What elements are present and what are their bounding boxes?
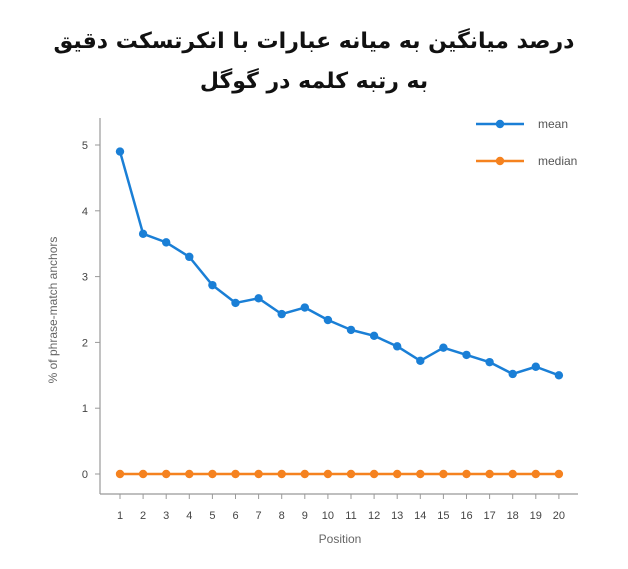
data-point-median xyxy=(416,469,425,479)
data-point-median xyxy=(185,469,194,479)
chart-title: درصد میانگین به میانه عبارات با انکرتسکت… xyxy=(0,22,628,102)
x-tick-label: 17 xyxy=(483,510,495,522)
y-tick-label: 2 xyxy=(82,337,88,349)
data-point-median xyxy=(138,469,148,479)
data-point-mean xyxy=(439,343,448,352)
chart-title-line-2: به رتبه کلمه در گوگل xyxy=(199,69,429,94)
y-tick-label: 5 xyxy=(82,140,88,152)
data-point-mean xyxy=(300,303,309,312)
data-point-mean xyxy=(369,331,379,341)
series-median xyxy=(115,469,564,479)
data-point-mean xyxy=(277,309,286,319)
data-point-median xyxy=(277,469,286,479)
data-point-median xyxy=(369,469,379,479)
chart-title-line-1: درصد میانگین به میانه عبارات با انکرتسکت… xyxy=(53,29,575,54)
data-point-mean xyxy=(162,238,171,247)
data-point-median xyxy=(162,469,171,479)
legend: mean median xyxy=(476,117,577,168)
data-point-median xyxy=(115,469,125,479)
x-tick-label: 6 xyxy=(232,510,238,522)
y-axis-title: % of phrase-match anchors xyxy=(46,237,60,384)
data-point-mean xyxy=(115,147,125,156)
x-axis-title: Position xyxy=(319,532,362,546)
x-tick-label: 2 xyxy=(140,510,146,522)
x-tick-label: 12 xyxy=(368,510,380,522)
data-point-mean xyxy=(508,369,517,379)
y-tick-label: 1 xyxy=(82,403,88,415)
x-tick-label: 5 xyxy=(209,510,215,522)
data-point-mean xyxy=(138,229,148,239)
data-point-mean xyxy=(323,315,333,325)
data-point-mean xyxy=(393,342,402,351)
series-mean xyxy=(115,147,564,380)
data-point-mean xyxy=(416,356,425,366)
data-point-median xyxy=(485,469,494,479)
data-point-median xyxy=(231,469,240,479)
y-tick-label: 0 xyxy=(82,469,88,481)
data-point-mean xyxy=(531,362,540,371)
data-point-mean xyxy=(346,325,356,335)
chart-axes xyxy=(99,118,578,495)
data-point-median xyxy=(393,469,402,479)
data-point-mean xyxy=(462,350,471,360)
y-tick-label: 4 xyxy=(82,206,88,218)
data-point-median xyxy=(462,469,471,479)
legend-label-mean: mean xyxy=(538,117,568,131)
x-tick-label: 15 xyxy=(437,510,449,522)
series-layer xyxy=(115,147,564,479)
x-tick-label: 10 xyxy=(322,510,334,522)
data-point-mean xyxy=(185,252,194,262)
data-point-median xyxy=(531,469,540,479)
y-tick-label: 3 xyxy=(82,272,88,284)
legend-marker-mean xyxy=(495,119,505,129)
data-point-median xyxy=(508,469,517,479)
data-point-median xyxy=(254,469,263,479)
x-tick-label: 3 xyxy=(163,510,169,522)
x-tick-label: 20 xyxy=(553,510,565,522)
x-tick-label: 9 xyxy=(302,510,308,522)
data-point-mean xyxy=(485,357,494,367)
x-tick-label: 8 xyxy=(279,510,285,522)
x-axis-ticks: 1 2 3 4 5 6 7 8 9 10 11 12 13 14 15 16 17 18 19 20 xyxy=(117,494,565,522)
data-point-mean xyxy=(254,294,263,303)
x-tick-label: 13 xyxy=(391,510,403,522)
x-tick-label: 18 xyxy=(507,510,519,522)
x-tick-label: 14 xyxy=(414,510,426,522)
x-tick-label: 11 xyxy=(345,510,356,522)
x-tick-label: 4 xyxy=(186,510,192,522)
x-tick-label: 16 xyxy=(460,510,472,522)
data-point-mean xyxy=(231,298,240,308)
data-point-mean xyxy=(554,371,564,380)
x-tick-label: 19 xyxy=(530,510,542,522)
x-tick-label: 1 xyxy=(117,510,123,522)
y-axis-ticks: 0 1 2 3 4 5 xyxy=(82,140,100,481)
data-point-median xyxy=(439,469,448,479)
data-point-median xyxy=(323,469,333,479)
data-point-median xyxy=(554,469,564,479)
x-tick-label: 7 xyxy=(256,510,262,522)
data-point-median xyxy=(208,469,217,479)
data-point-median xyxy=(346,469,356,479)
data-point-mean xyxy=(208,280,217,290)
legend-marker-median xyxy=(495,156,505,166)
legend-label-median: median xyxy=(538,154,577,168)
data-point-median xyxy=(300,469,309,479)
series-line-mean xyxy=(118,151,560,377)
